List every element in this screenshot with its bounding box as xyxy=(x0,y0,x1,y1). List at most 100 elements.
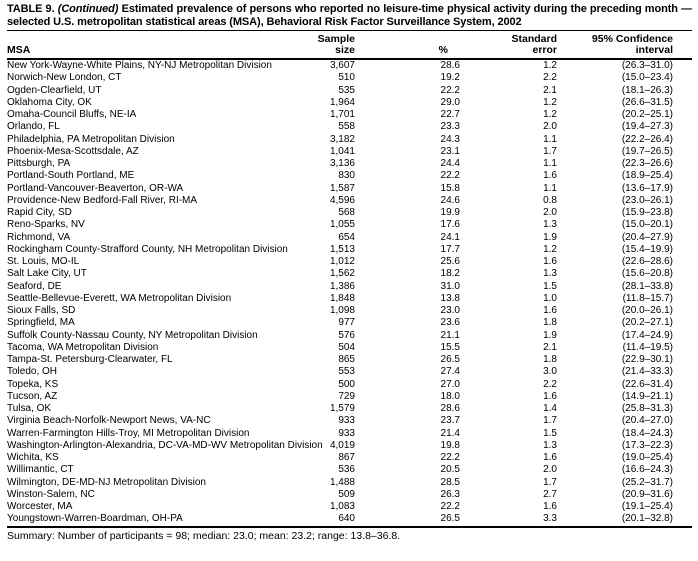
percent-cell: 27.4 xyxy=(440,366,460,378)
percent-cell: 23.1 xyxy=(440,145,460,157)
msa-cell: Norwich-New London, CT xyxy=(7,72,122,84)
msa-cell: Toledo, OH xyxy=(7,366,58,378)
percent-cell: 18.0 xyxy=(440,390,460,402)
table-row: Winston-Salem, NC 509 26.3 2.7 (20.9–31.… xyxy=(7,489,692,501)
confidence-interval-cell: (26.3–31.0) xyxy=(621,60,673,71)
sample-size-cell: 504 xyxy=(338,341,355,353)
msa-cell: Suffolk County-Nassau County, NY Metropo… xyxy=(7,329,258,341)
confidence-interval-cell: (15.6–20.8) xyxy=(621,268,673,280)
confidence-interval-cell: (25.8–31.3) xyxy=(621,403,673,414)
msa-cell: Tampa-St. Petersburg-Clearwater, FL xyxy=(7,354,173,365)
sample-size-cell: 1,513 xyxy=(329,243,355,255)
confidence-interval-cell: (22.3–26.6) xyxy=(621,158,673,169)
standard-error-cell: 2.2 xyxy=(543,378,557,390)
percent-cell: 24.3 xyxy=(440,133,460,145)
confidence-interval-cell: (25.2–31.7) xyxy=(621,476,673,488)
confidence-interval-cell: (21.4–33.3) xyxy=(621,366,673,378)
table-row: Tulsa, OK 1,579 28.6 1.4 (25.8–31.3) xyxy=(7,403,692,415)
standard-error-cell: 2.1 xyxy=(543,341,557,353)
percent-cell: 26.3 xyxy=(440,488,460,500)
sample-size-cell: 3,136 xyxy=(329,158,355,169)
percent-cell: 15.8 xyxy=(440,182,460,194)
table-row: Oklahoma City, OK 1,964 29.0 1.2 (26.6–3… xyxy=(7,97,692,109)
standard-error-cell: 1.4 xyxy=(543,403,557,414)
sample-size-cell: 1,012 xyxy=(329,256,355,267)
standard-error-cell: 2.7 xyxy=(543,488,557,500)
confidence-interval-cell: (19.0–25.4) xyxy=(621,452,673,463)
table-row: Philadelphia, PA Metropolitan Division 3… xyxy=(7,134,692,146)
percent-cell: 15.5 xyxy=(440,341,460,353)
percent-cell: 23.7 xyxy=(440,415,460,427)
percent-cell: 20.5 xyxy=(440,464,460,476)
standard-error-cell: 1.7 xyxy=(543,476,557,488)
sample-size-cell: 553 xyxy=(338,366,355,378)
msa-cell: Seattle-Bellevue-Everett, WA Metropolita… xyxy=(7,292,232,304)
header-sample-line2: size xyxy=(335,44,355,56)
sample-size-cell: 867 xyxy=(338,452,355,463)
msa-cell: Ogden-Clearfield, UT xyxy=(7,84,102,96)
sample-size-cell: 500 xyxy=(338,378,355,390)
standard-error-cell: 3.3 xyxy=(543,513,557,525)
msa-cell: Phoenix-Mesa-Scottsdale, AZ xyxy=(7,145,139,157)
confidence-interval-cell: (20.4–27.9) xyxy=(621,231,673,243)
table-row: Worcester, MA 1,083 22.2 1.6 (19.1–25.4) xyxy=(7,501,692,513)
sample-size-cell: 640 xyxy=(338,513,355,525)
confidence-interval-cell: (15.4–19.9) xyxy=(621,243,673,255)
msa-cell: Worcester, MA xyxy=(7,501,73,512)
sample-size-cell: 1,386 xyxy=(329,280,355,292)
confidence-interval-cell: (20.2–27.1) xyxy=(621,317,673,329)
sample-size-cell: 568 xyxy=(338,207,355,218)
sample-size-cell: 654 xyxy=(338,231,355,243)
table-title: TABLE 9. (Continued) Estimated prevalenc… xyxy=(7,3,692,28)
table-row: Tacoma, WA Metropolitan Division 504 15.… xyxy=(7,342,692,354)
confidence-interval-cell: (23.0–26.1) xyxy=(621,194,673,206)
standard-error-cell: 1.3 xyxy=(543,439,557,451)
header-msa: MSA xyxy=(7,31,300,60)
sample-size-cell: 4,019 xyxy=(329,439,355,451)
table-row: Richmond, VA 654 24.1 1.9 (20.4–27.9) xyxy=(7,232,692,244)
title-divider xyxy=(7,30,692,31)
table-row: Springfield, MA 977 23.6 1.8 (20.2–27.1) xyxy=(7,317,692,329)
table-header: MSA Sample size % Standard error 95% Con… xyxy=(7,31,692,60)
standard-error-cell: 1.5 xyxy=(543,280,557,292)
confidence-interval-cell: (11.8–15.7) xyxy=(622,292,673,304)
header-percent: % xyxy=(355,31,460,60)
standard-error-cell: 0.8 xyxy=(543,194,557,206)
msa-cell: Tulsa, OK xyxy=(7,403,52,414)
msa-cell: Willimantic, CT xyxy=(7,464,74,476)
table-row: Willimantic, CT 536 20.5 2.0 (16.6–24.3) xyxy=(7,464,692,476)
header-standard-error: Standard error xyxy=(460,31,557,60)
header-se-line2: error xyxy=(532,44,557,56)
standard-error-cell: 1.9 xyxy=(543,329,557,341)
percent-cell: 28.6 xyxy=(440,403,460,414)
header-ci-line2: interval xyxy=(635,44,673,56)
confidence-interval-cell: (16.6–24.3) xyxy=(621,464,673,476)
msa-cell: Oklahoma City, OK xyxy=(7,96,92,108)
standard-error-cell: 1.2 xyxy=(543,60,557,71)
table-row: Seaford, DE 1,386 31.0 1.5 (28.1–33.8) xyxy=(7,281,692,293)
percent-cell: 17.6 xyxy=(440,219,460,231)
table-row: Wichita, KS 867 22.2 1.6 (19.0–25.4) xyxy=(7,452,692,464)
msa-cell: Youngstown-Warren-Boardman, OH-PA xyxy=(7,513,183,525)
msa-cell: Philadelphia, PA Metropolitan Division xyxy=(7,133,175,145)
msa-cell: Reno-Sparks, NV xyxy=(7,219,85,231)
table-row: Sioux Falls, SD 1,098 23.0 1.6 (20.0–26.… xyxy=(7,305,692,317)
table-row: Reno-Sparks, NV 1,055 17.6 1.3 (15.0–20.… xyxy=(7,219,692,231)
confidence-interval-cell: (20.1–32.8) xyxy=(621,513,673,525)
standard-error-cell: 1.6 xyxy=(543,501,557,512)
confidence-interval-cell: (20.0–26.1) xyxy=(621,305,673,316)
confidence-interval-cell: (15.0–20.1) xyxy=(621,219,673,231)
msa-cell: Virginia Beach-Norfolk-Newport News, VA-… xyxy=(7,415,211,427)
table-row: Phoenix-Mesa-Scottsdale, AZ 1,041 23.1 1… xyxy=(7,146,692,158)
header-row: MSA Sample size % Standard error 95% Con… xyxy=(7,31,692,60)
percent-cell: 19.8 xyxy=(440,439,460,451)
percent-cell: 29.0 xyxy=(440,96,460,108)
confidence-interval-cell: (26.6–31.5) xyxy=(621,96,673,108)
confidence-interval-cell: (20.4–27.0) xyxy=(621,415,673,427)
standard-error-cell: 1.2 xyxy=(543,109,557,120)
percent-cell: 22.2 xyxy=(440,452,460,463)
table-number: TABLE 9. xyxy=(7,3,55,15)
standard-error-cell: 1.7 xyxy=(543,145,557,157)
msa-cell: Wilmington, DE-MD-NJ Metropolitan Divisi… xyxy=(7,476,206,488)
